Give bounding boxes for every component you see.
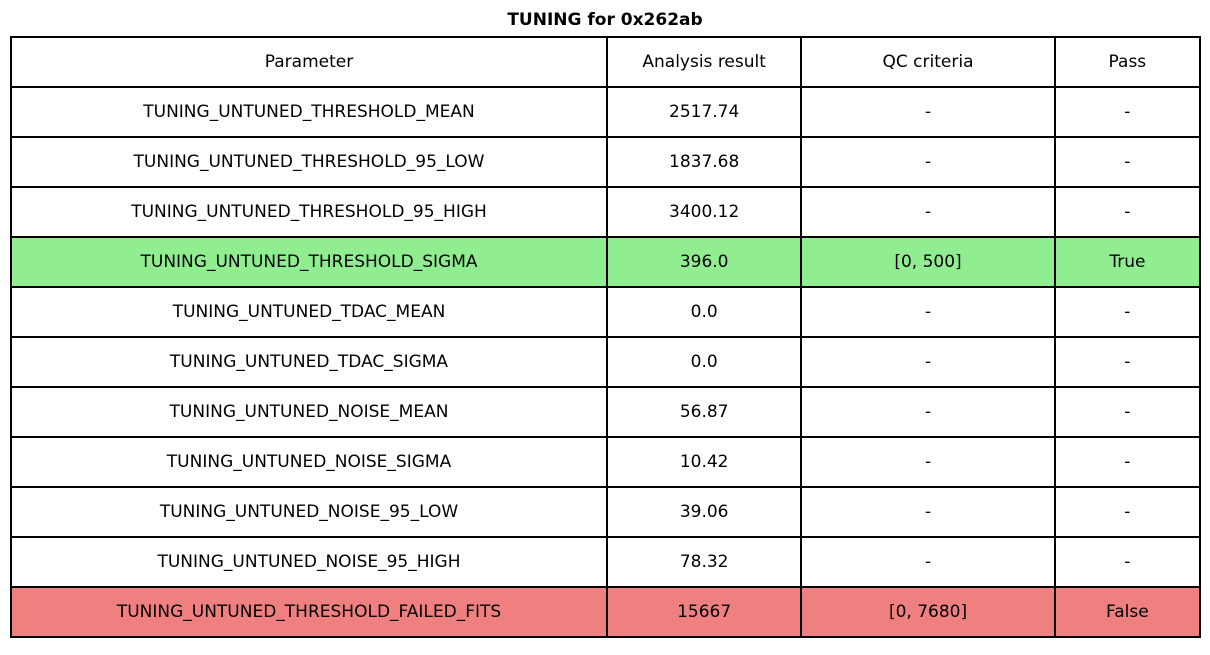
table-row: TUNING_UNTUNED_THRESHOLD_SIGMA 396.0 [0,… [10, 236, 1202, 288]
cell-qc-criteria: - [800, 336, 1056, 388]
cell-pass: - [1053, 336, 1202, 388]
cell-analysis-result: 0.0 [605, 336, 803, 388]
table-row: TUNING_UNTUNED_NOISE_MEAN 56.87 - - [10, 386, 1202, 438]
cell-qc-criteria: - [800, 536, 1056, 588]
cell-analysis-result: 56.87 [605, 386, 803, 438]
table-row: TUNING_UNTUNED_THRESHOLD_FAILED_FITS 156… [10, 586, 1202, 638]
cell-pass: True [1053, 236, 1202, 288]
header-row: Parameter Analysis result QC criteria Pa… [10, 36, 1202, 88]
cell-parameter: TUNING_UNTUNED_THRESHOLD_MEAN [10, 86, 608, 138]
cell-pass: - [1053, 486, 1202, 538]
cell-parameter: TUNING_UNTUNED_THRESHOLD_95_HIGH [10, 186, 608, 238]
cell-qc-criteria: [0, 500] [800, 236, 1056, 288]
cell-pass: False [1053, 586, 1202, 638]
cell-qc-criteria: - [800, 136, 1056, 188]
cell-qc-criteria: - [800, 286, 1056, 338]
column-header-pass: Pass [1053, 36, 1202, 88]
cell-analysis-result: 0.0 [605, 286, 803, 338]
cell-parameter: TUNING_UNTUNED_THRESHOLD_FAILED_FITS [10, 586, 608, 638]
cell-parameter: TUNING_UNTUNED_THRESHOLD_SIGMA [10, 236, 608, 288]
table-row: TUNING_UNTUNED_TDAC_MEAN 0.0 - - [10, 286, 1202, 338]
cell-qc-criteria: [0, 7680] [800, 586, 1056, 638]
cell-pass: - [1053, 436, 1202, 488]
cell-qc-criteria: - [800, 436, 1056, 488]
table-body: TUNING_UNTUNED_THRESHOLD_MEAN 2517.74 - … [10, 86, 1202, 638]
cell-parameter: TUNING_UNTUNED_NOISE_95_HIGH [10, 536, 608, 588]
cell-pass: - [1053, 286, 1202, 338]
cell-pass: - [1053, 136, 1202, 188]
table-row: TUNING_UNTUNED_NOISE_SIGMA 10.42 - - [10, 436, 1202, 488]
cell-analysis-result: 10.42 [605, 436, 803, 488]
cell-analysis-result: 2517.74 [605, 86, 803, 138]
table-row: TUNING_UNTUNED_THRESHOLD_95_LOW 1837.68 … [10, 136, 1202, 188]
cell-pass: - [1053, 536, 1202, 588]
cell-parameter: TUNING_UNTUNED_TDAC_SIGMA [10, 336, 608, 388]
cell-qc-criteria: - [800, 86, 1056, 138]
column-header-qc-criteria: QC criteria [800, 36, 1056, 88]
cell-parameter: TUNING_UNTUNED_NOISE_95_LOW [10, 486, 608, 538]
cell-analysis-result: 78.32 [605, 536, 803, 588]
column-header-analysis-result: Analysis result [605, 36, 803, 88]
cell-analysis-result: 1837.68 [605, 136, 803, 188]
qc-results-table: Parameter Analysis result QC criteria Pa… [10, 36, 1202, 638]
cell-parameter: TUNING_UNTUNED_NOISE_SIGMA [10, 436, 608, 488]
cell-parameter: TUNING_UNTUNED_NOISE_MEAN [10, 386, 608, 438]
cell-parameter: TUNING_UNTUNED_TDAC_MEAN [10, 286, 608, 338]
page-title: TUNING for 0x262ab [507, 10, 703, 30]
cell-pass: - [1053, 386, 1202, 438]
cell-analysis-result: 39.06 [605, 486, 803, 538]
table-row: TUNING_UNTUNED_THRESHOLD_95_HIGH 3400.12… [10, 186, 1202, 238]
cell-qc-criteria: - [800, 186, 1056, 238]
cell-qc-criteria: - [800, 386, 1056, 438]
cell-analysis-result: 396.0 [605, 236, 803, 288]
table-row: TUNING_UNTUNED_NOISE_95_HIGH 78.32 - - [10, 536, 1202, 588]
cell-pass: - [1053, 186, 1202, 238]
table-row: TUNING_UNTUNED_THRESHOLD_MEAN 2517.74 - … [10, 86, 1202, 138]
cell-analysis-result: 3400.12 [605, 186, 803, 238]
table-row: TUNING_UNTUNED_TDAC_SIGMA 0.0 - - [10, 336, 1202, 388]
cell-qc-criteria: - [800, 486, 1056, 538]
cell-pass: - [1053, 86, 1202, 138]
cell-analysis-result: 15667 [605, 586, 803, 638]
cell-parameter: TUNING_UNTUNED_THRESHOLD_95_LOW [10, 136, 608, 188]
column-header-parameter: Parameter [10, 36, 608, 88]
table-row: TUNING_UNTUNED_NOISE_95_LOW 39.06 - - [10, 486, 1202, 538]
